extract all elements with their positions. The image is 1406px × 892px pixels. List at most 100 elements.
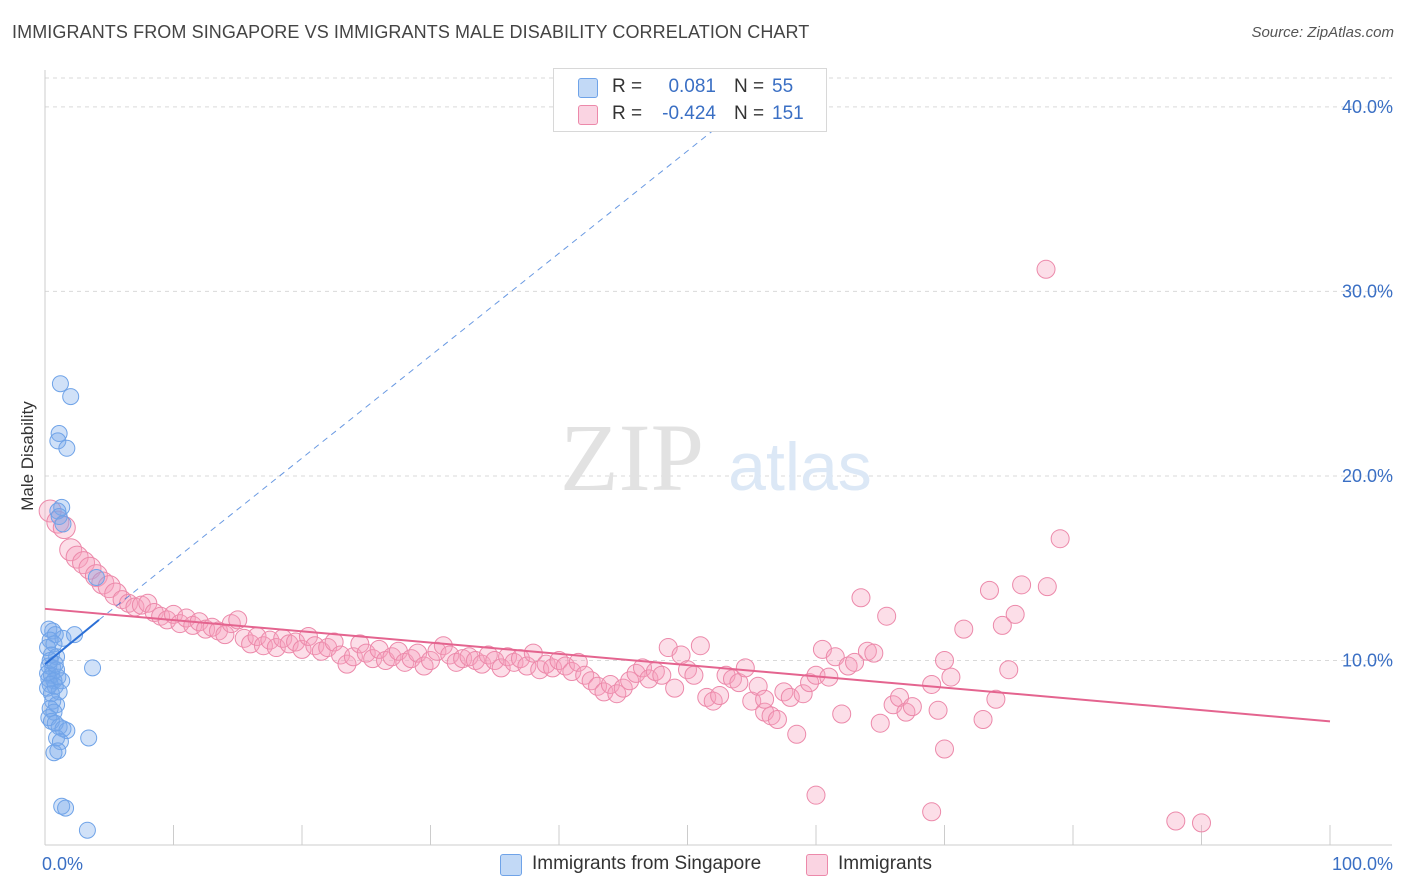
singapore-point (50, 425, 68, 443)
immigrants-point (806, 785, 826, 805)
singapore-point (54, 515, 72, 533)
x-tick-label: 100.0% (1332, 854, 1393, 874)
immigrants-point (1036, 259, 1056, 279)
immigrants-point (999, 660, 1019, 680)
immigrants-point (600, 674, 620, 694)
immigrants-point (138, 593, 158, 613)
immigrants-point (414, 656, 434, 676)
immigrants-point (665, 678, 685, 698)
n-label: N = (734, 76, 765, 97)
singapore-point (78, 821, 96, 839)
x-tick-label: 0.0% (42, 854, 83, 874)
immigrants-point (735, 658, 755, 678)
immigrants-point (382, 647, 402, 667)
r-value: 0.081 (668, 76, 716, 97)
y-tick-label: 20.0% (1342, 466, 1393, 486)
immigrants-point (870, 713, 890, 733)
immigrants-point (52, 516, 76, 540)
immigrants-point (761, 706, 781, 726)
immigrants-point (774, 682, 794, 702)
series-legend: Immigrants from Singapore Immigrants (0, 852, 1406, 878)
immigrants-point (780, 687, 800, 707)
r-label: R = (612, 76, 643, 97)
trend-lines (44, 78, 1331, 723)
immigrants-point (472, 654, 492, 674)
immigrants-point (581, 671, 601, 691)
immigrants-point (1050, 529, 1070, 549)
immigrants-point (845, 652, 865, 672)
immigrants-point (478, 645, 498, 665)
singapore-point (49, 432, 67, 450)
immigrants-point (395, 652, 415, 672)
immigrants-point (421, 650, 440, 670)
immigrants-point (992, 615, 1012, 635)
immigrants-point (440, 645, 460, 665)
immigrants-swatch (578, 105, 598, 125)
singapore-trend-extension (98, 78, 778, 621)
singapore-point (80, 729, 98, 747)
immigrants-point (922, 674, 942, 694)
singapore-point (58, 439, 76, 457)
immigrants-point (350, 634, 370, 654)
immigrants-point (922, 802, 942, 822)
immigrants-point (935, 650, 954, 670)
n-label: N = (734, 103, 765, 124)
immigrants-point (286, 632, 306, 652)
axes (44, 70, 1392, 846)
immigrants-point (626, 663, 646, 683)
stats-legend-row-immigrants: R = -0.424 N = 151 (554, 100, 826, 128)
grid-lines (45, 77, 1392, 661)
y-tick-label: 40.0% (1342, 97, 1393, 117)
singapore-point (84, 659, 102, 677)
singapore-legend-swatch (500, 854, 522, 876)
y-axis-label: Male Disability (18, 401, 37, 511)
immigrants-point (928, 700, 948, 720)
y-tick-label: 10.0% (1342, 650, 1393, 670)
singapore-point (57, 799, 75, 817)
r-label: R = (612, 103, 643, 124)
singapore-point (49, 502, 67, 520)
immigrants-trend-line (44, 607, 1331, 723)
immigrants-point (787, 724, 807, 744)
immigrants-point (485, 650, 505, 670)
immigrants-point (954, 619, 974, 639)
immigrants-point (620, 671, 640, 691)
immigrants-point (703, 691, 723, 711)
immigrants-point (555, 656, 575, 676)
singapore-point (45, 744, 63, 762)
immigrants-point (857, 641, 877, 661)
immigrants-point (851, 588, 871, 608)
immigrants-point (215, 625, 235, 645)
r-value: -0.424 (662, 103, 716, 124)
immigrants-point (356, 643, 376, 663)
immigrants-point (767, 710, 787, 730)
immigrants-point (279, 634, 299, 654)
immigrants-point (800, 673, 820, 693)
immigrants-point (973, 710, 993, 730)
immigrants-point (1192, 813, 1211, 833)
immigrants-point (902, 697, 922, 717)
immigrants-point (941, 667, 961, 687)
immigrants-point (433, 636, 453, 656)
immigrants-legend-swatch (806, 854, 828, 876)
immigrants-point (78, 556, 102, 580)
immigrants-point (575, 665, 595, 685)
tick-labels: 10.0% 20.0% 30.0% 40.0% 0.0% 100.0% (42, 97, 1393, 874)
immigrants-point (864, 643, 884, 663)
singapore-point (42, 685, 60, 703)
singapore-point (46, 655, 64, 673)
immigrants-point (491, 658, 511, 678)
immigrants-point (986, 689, 1006, 709)
chart-title: IMMIGRANTS FROM SINGAPORE VS IMMIGRANTS … (12, 22, 810, 42)
immigrants-point (710, 686, 730, 706)
immigrants-point (337, 654, 357, 674)
immigrants-point (504, 652, 524, 672)
immigrants-point (1005, 604, 1025, 624)
immigrants-point (549, 650, 569, 670)
y-tick-label: 30.0% (1342, 281, 1393, 301)
immigrants-point (376, 650, 396, 670)
immigrants-point (607, 684, 627, 704)
immigrants-point (896, 702, 916, 722)
singapore-point (62, 388, 80, 406)
immigrants-point (877, 606, 897, 626)
